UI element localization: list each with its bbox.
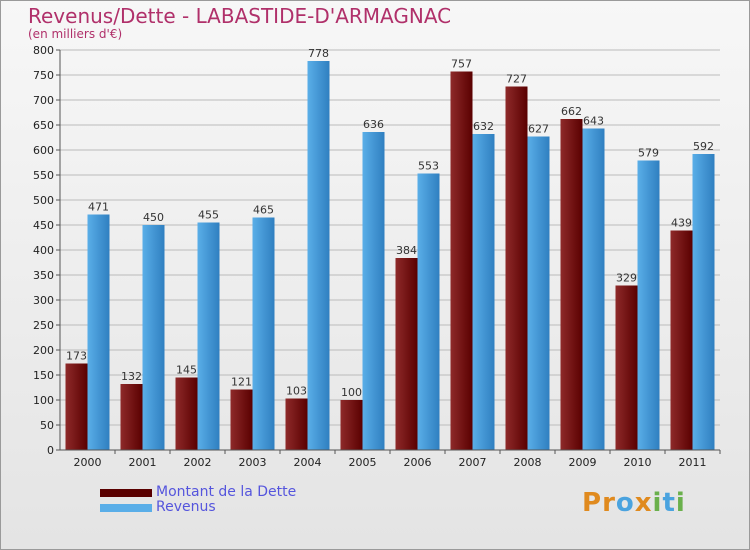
- bar-revenus: [527, 136, 550, 450]
- logo-letter: i: [675, 488, 686, 518]
- legend-label-revenus: Revenus: [156, 499, 216, 515]
- bar-revenus: [87, 214, 110, 450]
- bar-revenus: [307, 61, 330, 450]
- data-labels: 173 471 132 450 145 455 121 465 103 778 100 636 384 5…: [66, 47, 714, 399]
- y-tick-label: 200: [33, 344, 54, 357]
- y-tick-label: 500: [33, 194, 54, 207]
- bar-dette: [670, 230, 693, 450]
- bars: [65, 61, 715, 450]
- bar-revenus: [582, 128, 605, 450]
- logo-letter: i: [652, 488, 663, 518]
- y-tick-label: 0: [47, 444, 54, 457]
- bar-dette: [395, 258, 418, 450]
- data-label-revenus: 643: [583, 115, 604, 128]
- legend-swatch-revenus: [100, 504, 152, 512]
- x-tick-label: 2006: [404, 456, 432, 469]
- bar-revenus: [197, 222, 220, 450]
- bar-revenus: [362, 132, 385, 450]
- y-tick-label: 400: [33, 244, 54, 257]
- data-label-dette: 757: [451, 58, 472, 71]
- y-tick-label: 800: [33, 44, 54, 57]
- logo-letter: r: [602, 488, 616, 518]
- y-tick-label: 450: [33, 219, 54, 232]
- x-tick-label: 2003: [239, 456, 267, 469]
- x-tick-label: 2001: [129, 456, 157, 469]
- y-tick-label: 300: [33, 294, 54, 307]
- proxiti-logo: Proxiti: [582, 488, 686, 518]
- axes: [59, 50, 720, 451]
- y-tick-label: 700: [33, 94, 54, 107]
- bar-dette: [560, 119, 583, 450]
- data-label-revenus: 553: [418, 160, 439, 173]
- x-tick-label: 2011: [679, 456, 707, 469]
- data-label-revenus: 636: [363, 118, 384, 131]
- bar-revenus: [637, 160, 660, 450]
- bar-dette: [450, 71, 473, 450]
- data-label-revenus: 627: [528, 123, 549, 136]
- data-label-dette: 173: [66, 350, 87, 363]
- y-tick-label: 250: [33, 319, 54, 332]
- y-tick-label: 650: [33, 119, 54, 132]
- bar-dette: [505, 86, 528, 450]
- bar-dette: [615, 285, 638, 450]
- bar-dette: [65, 363, 88, 450]
- logo-letter: x: [634, 488, 653, 518]
- data-label-dette: 439: [671, 217, 692, 230]
- y-tick-label: 550: [33, 169, 54, 182]
- x-tick-label: 2007: [459, 456, 487, 469]
- y-tick-label: 50: [40, 419, 54, 432]
- logo-letter: o: [615, 488, 635, 518]
- y-axis-ticks: 0 50 100 150 200 250 300 350 400 450 500 550 600 650 7…: [33, 44, 60, 457]
- data-label-revenus: 471: [88, 201, 109, 214]
- chart-title: Revenus/Dette - LABASTIDE-D'ARMAGNAC: [28, 4, 452, 28]
- chart-subtitle: (en milliers d'€): [28, 27, 123, 41]
- y-tick-label: 350: [33, 269, 54, 282]
- data-label-revenus: 455: [198, 209, 219, 222]
- x-tick-label: 2010: [624, 456, 652, 469]
- legend-swatch-dette: [100, 489, 152, 497]
- x-tick-label: 2002: [184, 456, 212, 469]
- y-tick-label: 100: [33, 394, 54, 407]
- data-label-dette: 329: [616, 272, 637, 285]
- y-tick-label: 750: [33, 69, 54, 82]
- data-label-revenus: 632: [473, 120, 494, 133]
- grid-lines: [60, 49, 720, 426]
- y-tick-label: 600: [33, 144, 54, 157]
- bar-revenus: [472, 134, 495, 450]
- x-tick-label: 2000: [74, 456, 102, 469]
- logo-letter: P: [582, 488, 603, 518]
- bar-dette: [340, 400, 363, 450]
- x-tick-label: 2004: [294, 456, 322, 469]
- data-label-dette: 662: [561, 105, 582, 118]
- bar-revenus: [692, 154, 715, 450]
- data-label-dette: 132: [121, 370, 142, 383]
- data-label-dette: 727: [506, 73, 527, 86]
- bar-dette: [230, 389, 253, 450]
- data-label-dette: 145: [176, 364, 197, 377]
- y-tick-label: 150: [33, 369, 54, 382]
- data-label-revenus: 465: [253, 204, 274, 217]
- data-label-dette: 103: [286, 385, 307, 398]
- data-label-dette: 384: [396, 244, 417, 257]
- legend-label-dette: Montant de la Dette: [156, 484, 297, 500]
- data-label-revenus: 778: [308, 47, 329, 60]
- bar-dette: [175, 377, 198, 450]
- bar-revenus: [252, 217, 275, 450]
- bar-dette: [285, 398, 308, 450]
- bar-revenus: [142, 225, 165, 450]
- data-label-dette: 121: [231, 376, 252, 389]
- bar-revenus: [417, 173, 440, 450]
- data-label-revenus: 450: [143, 211, 164, 224]
- logo-letter: t: [662, 488, 676, 518]
- data-label-dette: 100: [341, 386, 362, 399]
- x-tick-label: 2009: [569, 456, 597, 469]
- x-tick-label: 2005: [349, 456, 377, 469]
- data-label-revenus: 592: [693, 140, 714, 153]
- x-axis-ticks: 2000 2001 2002 2003 2004 2005 2006 2007 2008 2009…: [74, 450, 721, 469]
- data-label-revenus: 579: [638, 147, 659, 160]
- bar-dette: [120, 384, 143, 450]
- x-tick-label: 2008: [514, 456, 542, 469]
